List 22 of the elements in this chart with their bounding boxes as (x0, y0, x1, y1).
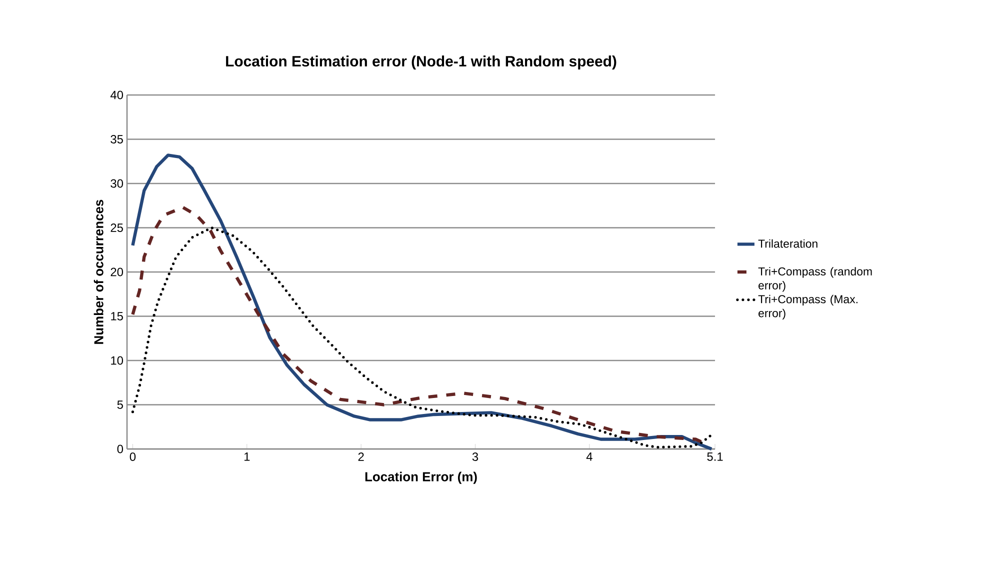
y-tick-label: 15 (111, 312, 123, 320)
y-tick-label: 5 (117, 400, 123, 409)
legend-label: Tri+Compass (Max. error) (758, 294, 858, 320)
legend-label: Trilateration (758, 239, 818, 248)
y-tick-label: 35 (110, 135, 123, 144)
x-tick-label: 3 (472, 452, 478, 461)
y-tick-label: 10 (111, 356, 124, 365)
x-tick-label: 2 (358, 452, 364, 461)
line-series (131, 154, 714, 451)
legend-label: Tri+Compass (random error) (758, 267, 872, 292)
y-tick-label: 30 (110, 179, 124, 188)
y-tick-label: 25 (110, 224, 123, 232)
x-tick-label: 1 (244, 452, 250, 461)
x-tick-label: 5.1 (707, 452, 723, 461)
y-tick-label: 20 (110, 268, 124, 276)
y-axis-title: Number of occurrences (94, 200, 104, 344)
y-tick-label: 0 (117, 444, 124, 454)
chart-title: Location Estimation error (Node-1 with Random speed) (226, 56, 616, 70)
x-tick-label: 0 (130, 452, 136, 461)
x-tick-label: 4 (586, 452, 592, 461)
x-axis-title: Location Error (m) (365, 472, 477, 484)
y-tick-label: 40 (110, 90, 124, 100)
